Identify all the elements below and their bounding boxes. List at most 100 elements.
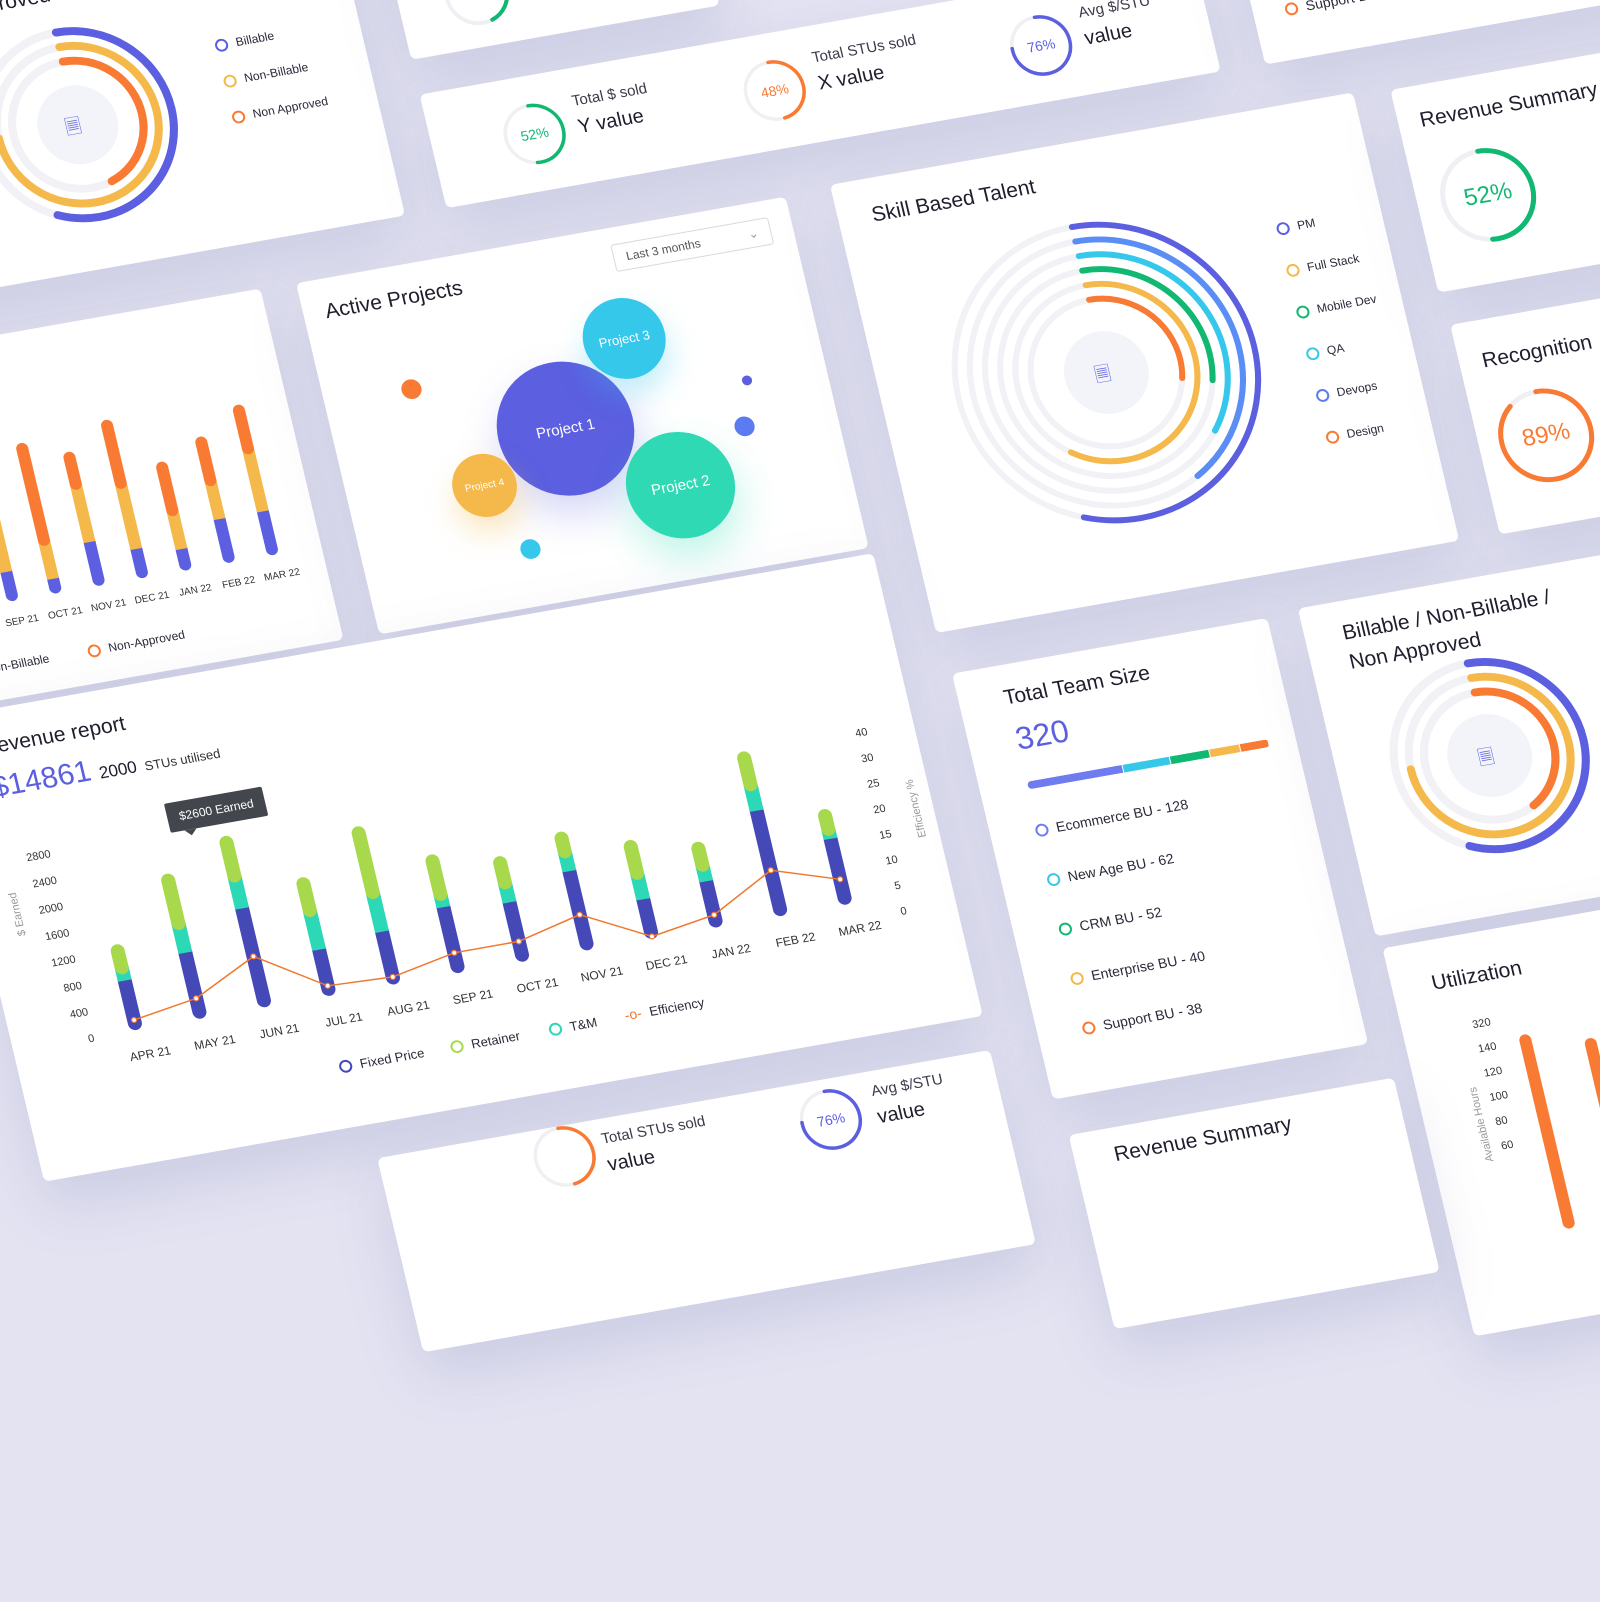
bar-segment (737, 751, 758, 792)
bar-segment (554, 831, 572, 859)
bubble-dot[interactable] (518, 537, 543, 561)
legend-dot-icon (86, 642, 103, 658)
legend-dot-icon (449, 1039, 465, 1055)
legend-item: CRM BU - 52 (1057, 904, 1163, 938)
ring-arc (8, 56, 148, 193)
legend-dot-icon (1324, 429, 1341, 445)
line-marker-icon: -o- (622, 1004, 644, 1024)
y2-tick-label: 5 (893, 880, 902, 893)
month-label: MAR 22 (837, 918, 883, 939)
period-dropdown[interactable]: Last 3 months ⌄ (610, 217, 775, 273)
legend-dot-icon (1294, 304, 1311, 319)
month-label: JUL 21 (324, 1009, 365, 1029)
legend-dot-icon (230, 109, 247, 124)
y-tick-label: 140 (1476, 1040, 1498, 1056)
donut-chart (0, 27, 178, 223)
bar-segment (818, 809, 836, 836)
bubble-project-2[interactable]: Project 2 (614, 423, 747, 547)
efficiency-point (451, 949, 458, 956)
legend-dot-icon (222, 73, 238, 89)
legend-dot-icon (1045, 871, 1062, 887)
bar-segment (256, 505, 278, 556)
bar-segment (47, 572, 62, 594)
y-tick-label: 2800 (25, 848, 52, 864)
ring-arc (1010, 15, 1073, 76)
month-label: APR 21 (128, 1043, 172, 1064)
revenue-chart: 0 400 800 1200 1600 2000 2400 2800 0 5 10 15 20 25 30 4… (25, 726, 908, 1064)
stats-rings (503, 15, 1073, 165)
legend-dot-icon (547, 1021, 564, 1037)
card-title: Revenue Summary (1111, 1112, 1295, 1167)
card-title: Active Projects (322, 276, 465, 324)
donut-center (37, 85, 119, 165)
y-tick-label: 800 (62, 980, 83, 995)
efficiency-point (576, 911, 583, 918)
legend-dot-icon (337, 1058, 354, 1074)
bar-segment (374, 924, 401, 985)
bar-segment (232, 404, 255, 455)
efficiency-point (711, 911, 718, 918)
bar-segment (493, 856, 512, 890)
legend-dot-icon (1080, 1020, 1097, 1035)
bubble-dot[interactable] (399, 377, 424, 401)
ring-arc (966, 236, 1246, 509)
bubble-label: Project 3 (597, 326, 652, 351)
donut-center (1447, 714, 1533, 797)
bar-segment (562, 864, 594, 951)
month-label: SEP 21 (4, 613, 40, 630)
legend-label: Support BU - 38 (1101, 999, 1204, 1033)
bar-segment (130, 543, 148, 579)
bubble-label: Project 1 (534, 415, 597, 443)
bar-segment (161, 873, 186, 931)
efficiency-point (515, 938, 522, 945)
ring-track (444, 0, 510, 26)
utilization-bar (1518, 1033, 1576, 1230)
legend-dot-icon (1057, 921, 1074, 936)
bar-segment (636, 892, 659, 939)
bubble-dot[interactable] (732, 414, 757, 438)
revenue-summary-card-bottom: Revenue Summary (1068, 1077, 1440, 1330)
ring-arc (1012, 280, 1201, 465)
y-tick-label: 60 (1499, 1138, 1515, 1153)
efficiency-line (133, 869, 841, 1021)
ring-arc (799, 1089, 863, 1150)
month-label: MAR 22 (263, 567, 302, 584)
ring-arc (1419, 687, 1560, 824)
y2-tick-label: 25 (866, 777, 881, 791)
bar-segment (178, 945, 207, 1019)
bar-segment (425, 854, 448, 901)
bar-segment (312, 942, 336, 996)
bar-segment (0, 566, 18, 602)
bar-segment (101, 419, 127, 489)
progress-ring (1440, 148, 1537, 242)
recognition-card: Recognition 89% (1450, 272, 1600, 535)
bubble-dot[interactable] (740, 374, 754, 387)
bar-segment (69, 482, 96, 544)
legend-item: Support BU - 38 (1080, 999, 1204, 1037)
y2-tick-label: 10 (884, 854, 899, 868)
stats-rings (533, 1089, 863, 1187)
team-total: 320 (1011, 712, 1073, 757)
legend-label: Enterprise BU - 40 (1089, 947, 1207, 984)
efficiency-point (130, 1016, 138, 1024)
ring-arc (1498, 388, 1595, 483)
efficiency-point (389, 973, 396, 981)
legend-dot-icon (213, 37, 230, 53)
skill-radial-chart (951, 221, 1262, 524)
stats-strip-bottom: Total STUs sold value 76% Avg $/STU valu… (377, 1050, 1036, 1353)
month-label: OCT 21 (47, 605, 84, 622)
bar-segment (749, 803, 788, 917)
legend-dot-icon (1285, 262, 1301, 278)
top-stat-card (358, 0, 720, 60)
legend-dot-icon (1069, 970, 1085, 986)
y-tick-label: 2400 (31, 875, 58, 891)
donut-chart (1389, 657, 1590, 854)
bar-segment (175, 543, 192, 571)
tooltip-text: $2600 Earned (177, 796, 256, 824)
month-label: FEB 22 (774, 929, 817, 950)
ring-arc (981, 251, 1231, 494)
month-label: NOV 21 (579, 963, 625, 984)
team-size-card: Total Team Size 320 Ecommerce BU - 128 Ne… (952, 618, 1369, 1100)
